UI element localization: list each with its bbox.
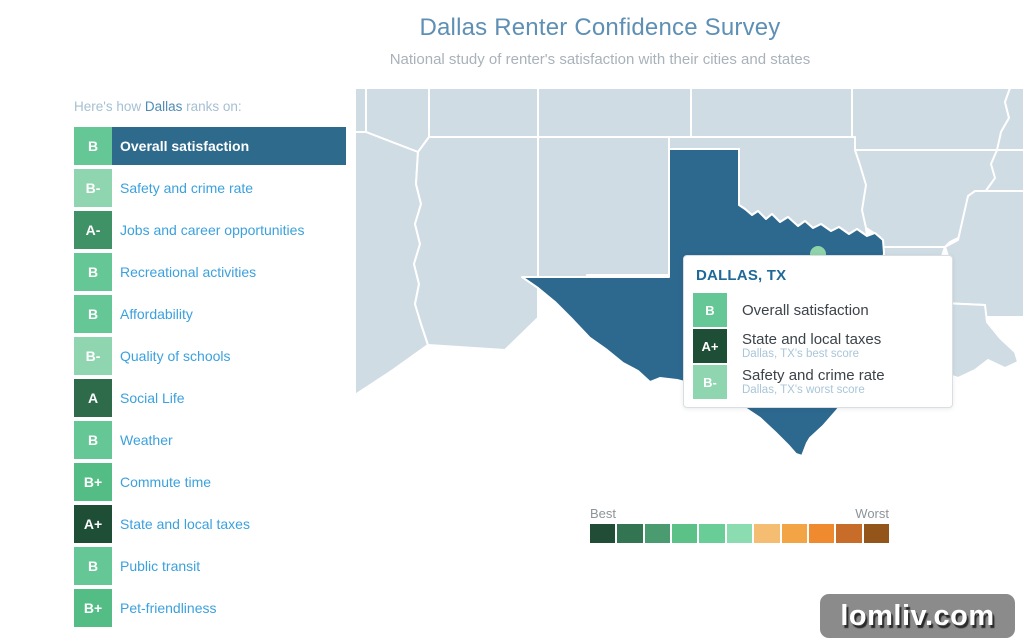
rank-label[interactable]: Overall satisfaction: [112, 127, 346, 165]
sidebar-intro: Here's how Dallas ranks on:: [74, 99, 242, 114]
state-colorado[interactable]: [537, 88, 692, 138]
grade-badge: B+: [74, 589, 112, 627]
tooltip-row-label: State and local taxes: [742, 331, 882, 348]
state-arizona[interactable]: [413, 136, 539, 351]
grade-badge: B: [74, 127, 112, 165]
rank-row-overall-satisfaction[interactable]: B Overall satisfaction: [74, 127, 346, 165]
rank-label[interactable]: Pet-friendliness: [120, 600, 217, 616]
legend-swatch: [808, 524, 835, 543]
legend-worst-label: Worst: [855, 506, 889, 521]
page-title: Dallas Renter Confidence Survey: [419, 14, 781, 41]
rank-label[interactable]: State and local taxes: [120, 516, 250, 532]
rank-row-recreational[interactable]: B Recreational activities: [74, 253, 346, 291]
grade-badge: B: [74, 295, 112, 333]
rank-label[interactable]: Quality of schools: [120, 348, 231, 364]
grade-badge: A+: [693, 329, 727, 363]
page-subtitle: National study of renter's satisfaction …: [389, 51, 811, 68]
rank-label[interactable]: Affordability: [120, 306, 193, 322]
state-utah[interactable]: [428, 88, 539, 138]
state-kentucky-corner[interactable]: [996, 88, 1024, 151]
grade-badge: A-: [74, 211, 112, 249]
rank-list: B Overall satisfaction B- Safety and cri…: [74, 127, 346, 631]
legend-swatch: [754, 524, 780, 543]
rank-label[interactable]: Commute time: [120, 474, 212, 490]
rank-row-commute[interactable]: B+ Commute time: [74, 463, 346, 501]
us-map: [355, 88, 1024, 520]
watermark-badge: lomliv.com: [820, 594, 1015, 638]
sidebar-intro-city: Dallas: [144, 99, 183, 114]
tooltip-row-label: Overall satisfaction: [742, 301, 869, 319]
tooltip-row-worst: B- Safety and crime rate Dallas, TX's wo…: [693, 365, 942, 399]
rank-label[interactable]: Safety and crime rate: [120, 180, 254, 196]
state-california-north[interactable]: [355, 88, 367, 133]
map-states: [355, 88, 1024, 396]
rank-row-safety[interactable]: B- Safety and crime rate: [74, 169, 346, 207]
rank-row-jobs[interactable]: A- Jobs and career opportunities: [74, 211, 346, 249]
rank-row-schools[interactable]: B- Quality of schools: [74, 337, 346, 375]
dallas-tooltip: DALLAS, TX B Overall satisfaction A+ Sta…: [683, 255, 953, 408]
rank-label[interactable]: Social Life: [120, 390, 185, 406]
tooltip-title: DALLAS, TX: [696, 267, 787, 284]
grade-badge: A+: [74, 505, 112, 543]
map-legend: Best Worst: [590, 506, 889, 543]
legend-swatch: [644, 524, 671, 543]
grade-badge: B-: [74, 337, 112, 375]
tooltip-row-best: A+ State and local taxes Dallas, TX's be…: [693, 329, 942, 363]
grade-badge: B: [74, 547, 112, 585]
state-new-mexico[interactable]: [537, 136, 670, 286]
grade-badge: A: [74, 379, 112, 417]
grade-badge: B: [74, 421, 112, 459]
rank-row-public-transit[interactable]: B Public transit: [74, 547, 346, 585]
legend-swatch: [672, 524, 698, 543]
page-header: Dallas Renter Confidence Survey National…: [0, 14, 1024, 68]
legend-swatch: [726, 524, 753, 543]
legend-swatch: [781, 524, 807, 543]
legend-swatch: [699, 524, 725, 543]
state-kansas[interactable]: [690, 88, 853, 138]
legend-swatch: [863, 524, 889, 543]
legend-swatch: [836, 524, 862, 543]
rank-label[interactable]: Jobs and career opportunities: [120, 222, 305, 238]
rank-row-taxes[interactable]: A+ State and local taxes: [74, 505, 346, 543]
rank-row-pet-friendliness[interactable]: B+ Pet-friendliness: [74, 589, 346, 627]
rank-row-weather[interactable]: B Weather: [74, 421, 346, 459]
rank-row-social-life[interactable]: A Social Life: [74, 379, 346, 417]
legend-best-label: Best: [590, 506, 617, 521]
legend-swatches: [590, 524, 889, 543]
rank-label[interactable]: Weather: [120, 432, 173, 448]
state-missouri[interactable]: [851, 88, 1011, 151]
legend-swatch: [617, 524, 643, 543]
watermark-text: lomliv.com: [840, 599, 995, 632]
rank-label[interactable]: Public transit: [120, 558, 201, 574]
tooltip-row-overall: B Overall satisfaction: [693, 293, 942, 327]
tooltip-row-sublabel: Dallas, TX's best score: [742, 348, 860, 360]
rank-label[interactable]: Recreational activities: [120, 264, 257, 280]
grade-badge: B-: [693, 365, 727, 399]
legend-swatch: [590, 524, 616, 543]
sidebar-intro-prefix: Here's how: [74, 99, 145, 114]
grade-badge: B-: [74, 169, 112, 207]
sidebar-intro-suffix: ranks on:: [182, 99, 242, 114]
tooltip-row-label: Safety and crime rate: [742, 367, 885, 384]
rank-row-affordability[interactable]: B Affordability: [74, 295, 346, 333]
tooltip-row-sublabel: Dallas, TX's worst score: [742, 384, 865, 396]
grade-badge: B+: [74, 463, 112, 501]
grade-badge: B: [74, 253, 112, 291]
grade-badge: B: [693, 293, 727, 327]
